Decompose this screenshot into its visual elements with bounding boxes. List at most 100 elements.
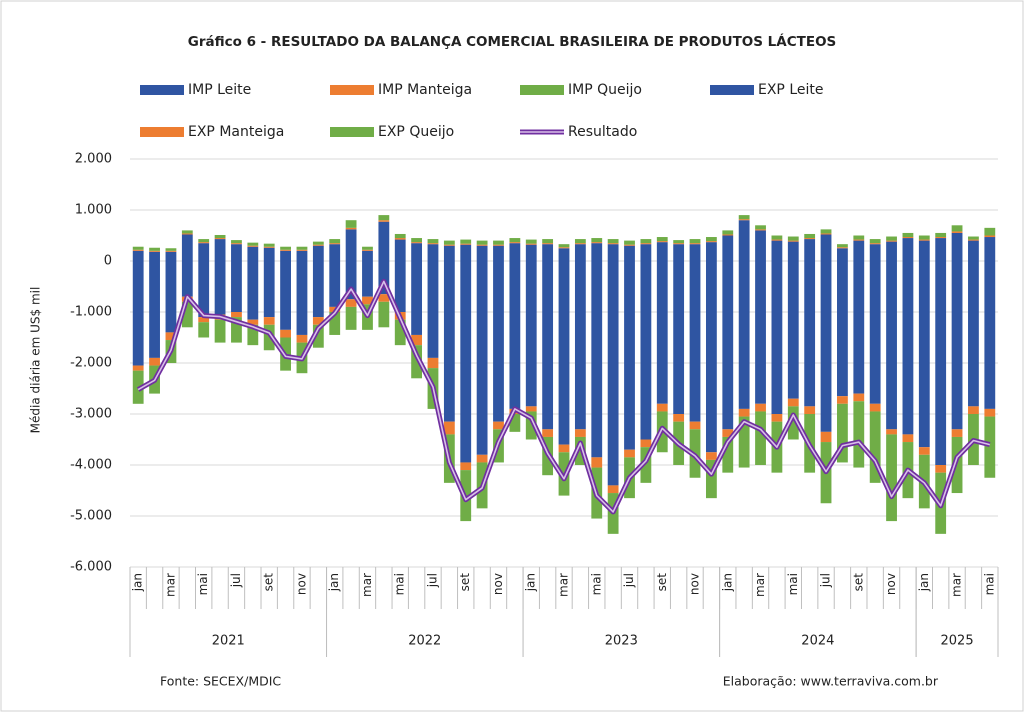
x-tick-label: jan: [524, 573, 538, 592]
bar-segment: [394, 238, 406, 240]
bar-segment: [509, 242, 521, 244]
bar-segment: [296, 334, 308, 343]
bar-segment: [345, 220, 357, 228]
bar-segment: [918, 261, 930, 448]
bar-segment: [378, 220, 390, 222]
bar-segment: [493, 421, 504, 430]
bar-segment: [542, 261, 554, 430]
bar-segment: [312, 317, 324, 325]
x-tick-label: nov: [688, 573, 702, 595]
bar-segment: [624, 244, 635, 246]
bar-segment: [820, 261, 832, 432]
bar-segment: [869, 403, 881, 412]
bar-segment: [738, 219, 750, 221]
bar-segment: [705, 237, 717, 242]
x-tick-label: mai: [393, 573, 407, 595]
bar-segment: [738, 220, 750, 261]
bar-segment: [722, 235, 734, 261]
bar-segment: [837, 403, 848, 463]
bar-segment: [935, 237, 947, 239]
bar-segment: [411, 243, 423, 261]
bar-segment: [558, 261, 570, 445]
bar-segment: [787, 241, 799, 261]
bar-segment: [837, 244, 848, 248]
bar-segment: [345, 227, 357, 230]
bar-segment: [722, 234, 734, 236]
legend-label: EXP Leite: [758, 82, 824, 98]
y-tick-label: -3.000: [70, 407, 112, 422]
bar-segment: [525, 406, 537, 412]
bar-segment: [820, 233, 832, 235]
bar-segment: [902, 237, 914, 239]
bar-segment: [804, 233, 816, 239]
bar-segment: [312, 261, 324, 318]
bar-segment: [689, 261, 701, 422]
bar-segment: [886, 429, 897, 435]
bar-segment: [984, 237, 996, 261]
bar-segment: [443, 245, 455, 261]
bar-segment: [476, 454, 488, 463]
bar-segment: [231, 312, 242, 318]
bar-segment: [296, 261, 308, 335]
x-tick-label: nov: [491, 573, 505, 595]
bar-segment: [280, 246, 291, 250]
bar-segment: [362, 261, 373, 297]
bar-segment: [231, 317, 242, 343]
bar-segment: [149, 247, 160, 251]
bar-segment: [886, 434, 897, 522]
bar-segment: [378, 301, 390, 328]
bar-segment: [247, 261, 259, 320]
bar-segment: [656, 241, 668, 243]
bar-segment: [231, 244, 242, 261]
x-tick-label: mar: [557, 573, 571, 597]
x-tick-label: set: [458, 573, 472, 592]
bar-segment: [165, 250, 177, 252]
bar-segment: [787, 240, 799, 242]
bar-segment: [755, 225, 766, 230]
bar-segment: [493, 261, 504, 422]
bar-segment: [755, 261, 766, 404]
bar-segment: [443, 261, 455, 422]
bar-segment: [935, 465, 947, 473]
bar-segment: [476, 245, 488, 261]
bar-segment: [607, 244, 619, 261]
bar-segment: [329, 312, 341, 335]
bar-segment: [378, 261, 390, 295]
bar-segment: [411, 334, 423, 346]
bar-segment: [705, 261, 717, 453]
credit: Elaboração: www.terraviva.com.br: [723, 674, 939, 689]
bar-segment: [984, 261, 996, 409]
bar-segment: [591, 261, 603, 458]
bar-segment: [968, 406, 979, 414]
bar-segment: [869, 411, 881, 483]
legend-swatch: [710, 85, 754, 95]
x-tick-label: jan: [720, 573, 734, 592]
bar-segment: [280, 250, 291, 261]
bar-segment: [984, 416, 996, 478]
bar-segment: [198, 239, 210, 243]
bar-segment: [132, 365, 144, 371]
bar-segment: [591, 457, 603, 468]
legend-swatch: [520, 85, 564, 95]
bar-segment: [853, 393, 865, 402]
bar-segment: [198, 243, 210, 261]
bar-segment: [705, 242, 717, 261]
bar-segment: [132, 249, 144, 251]
bar-segment: [263, 317, 275, 325]
bar-segment: [837, 261, 848, 397]
bar-segment: [886, 236, 897, 241]
bar-segment: [231, 261, 242, 312]
bar-segment: [755, 230, 766, 261]
bar-segment: [460, 239, 472, 244]
bar-segment: [149, 250, 160, 252]
bar-segment: [493, 244, 504, 246]
bar-segment: [951, 232, 963, 261]
bar-segment: [509, 414, 521, 432]
bar-segment: [804, 239, 816, 261]
bar-segment: [181, 301, 193, 328]
bar-segment: [394, 319, 406, 346]
bar-segment: [755, 403, 766, 412]
bar-segment: [853, 401, 865, 468]
legend-label: IMP Leite: [188, 82, 251, 98]
bar-segment: [968, 240, 979, 261]
